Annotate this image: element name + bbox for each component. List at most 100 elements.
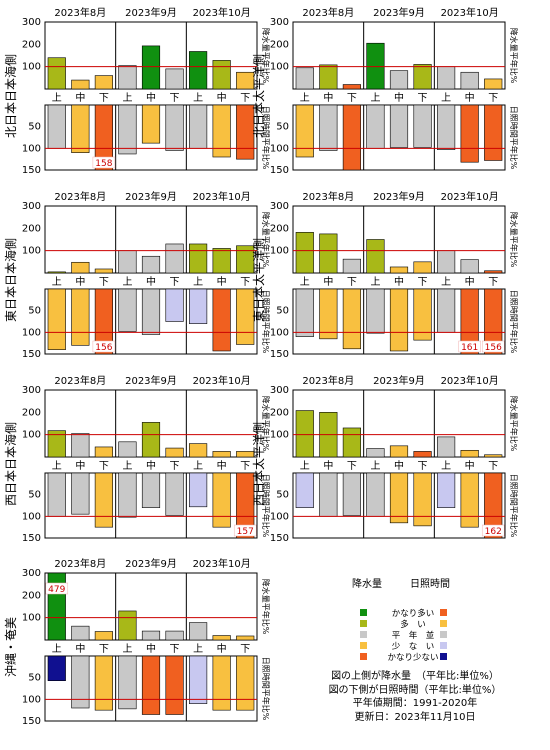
decade-label: 上 xyxy=(370,276,380,288)
month-label: 2023年10月 xyxy=(193,557,251,570)
precip-bar xyxy=(460,71,479,90)
decade-label: 上 xyxy=(52,460,62,472)
precip-bar xyxy=(189,622,208,641)
decade-label: 中 xyxy=(217,459,227,472)
decade-label: 中 xyxy=(75,91,85,104)
decade-label: 中 xyxy=(323,91,333,104)
precip-ratio-label: 降水量平年比% xyxy=(261,28,271,84)
decade-label: 上 xyxy=(370,92,380,104)
decade-label: 中 xyxy=(75,275,85,288)
y-tick-label: 50 xyxy=(276,306,289,317)
y-tick-label: 200 xyxy=(22,223,41,234)
sun-bar xyxy=(413,288,432,341)
y-tick-label: 200 xyxy=(22,590,41,601)
decade-label: 上 xyxy=(300,460,310,472)
precip-bar xyxy=(366,42,385,90)
precip-bar xyxy=(295,410,314,458)
decade-label: 下 xyxy=(170,93,180,104)
y-tick-label: 100 xyxy=(22,143,41,154)
y-tick-label: 200 xyxy=(22,39,41,50)
region-label: 北日本太平洋側 xyxy=(251,54,266,138)
precip-bar xyxy=(94,631,113,641)
decade-label: 中 xyxy=(394,91,404,104)
precip-bar xyxy=(212,451,231,458)
sun-bar xyxy=(94,655,113,711)
precip-bar xyxy=(484,270,503,274)
precip-bar xyxy=(236,71,255,90)
decade-label: 上 xyxy=(122,276,132,288)
y-tick-label: 150 xyxy=(22,349,41,360)
decade-label: 上 xyxy=(122,92,132,104)
decade-label: 下 xyxy=(170,277,180,288)
sun-bar xyxy=(366,472,385,517)
decade-label: 上 xyxy=(441,276,451,288)
precip-bar xyxy=(47,430,66,458)
decade-label: 上 xyxy=(122,643,132,655)
decade-label: 下 xyxy=(418,93,428,104)
sun-bar xyxy=(236,288,255,345)
sun-bar xyxy=(460,288,479,355)
precip-bar xyxy=(366,239,385,274)
precip-bar xyxy=(342,258,361,274)
y-tick-label: 200 xyxy=(22,407,41,418)
legend-label: 平 年 並 xyxy=(391,631,435,641)
decade-label: 上 xyxy=(300,92,310,104)
decade-label: 上 xyxy=(441,460,451,472)
sun-bar xyxy=(71,472,90,515)
sun-bar xyxy=(413,104,432,148)
region-label: 東日本太平洋側 xyxy=(251,238,266,322)
decade-label: 下 xyxy=(99,93,109,104)
precip-bar xyxy=(212,248,231,274)
precip-bar xyxy=(389,445,409,458)
sun-bar xyxy=(212,472,231,528)
sun-bar xyxy=(295,472,314,508)
sun-bar xyxy=(212,288,231,352)
sun-bar xyxy=(342,472,361,516)
decade-label: 中 xyxy=(323,459,333,472)
decade-label: 下 xyxy=(347,277,357,288)
sun-bar xyxy=(484,288,503,355)
sun-bar xyxy=(141,288,161,335)
precip-bar xyxy=(71,433,90,458)
y-tick-label: 100 xyxy=(270,511,289,522)
month-label: 2023年8月 xyxy=(302,6,354,19)
month-label: 2023年9月 xyxy=(373,374,425,387)
legend-precip-swatch xyxy=(360,620,367,627)
precip-bar xyxy=(236,245,255,274)
legend-sun-swatch xyxy=(440,609,447,616)
y-tick-label: 300 xyxy=(22,201,41,212)
sun-bar xyxy=(484,472,503,539)
decade-label: 下 xyxy=(488,93,498,104)
precip-bar xyxy=(413,64,432,90)
month-label: 2023年8月 xyxy=(302,190,354,203)
y-tick-label: 150 xyxy=(22,533,41,544)
legend-precip-swatch xyxy=(360,631,367,638)
decade-label: 下 xyxy=(418,461,428,472)
region-label: 西日本太平洋側 xyxy=(251,422,266,506)
decade-label: 下 xyxy=(418,277,428,288)
month-label: 2023年8月 xyxy=(54,374,106,387)
sun-bar xyxy=(118,655,137,710)
y-tick-label: 50 xyxy=(28,673,41,684)
decade-label: 下 xyxy=(347,461,357,472)
sun-bar xyxy=(189,655,208,704)
y-tick-label: 300 xyxy=(22,17,41,28)
month-label: 2023年10月 xyxy=(441,6,499,19)
month-label: 2023年10月 xyxy=(441,374,499,387)
decade-label: 上 xyxy=(193,276,203,288)
precip-bar xyxy=(212,635,231,641)
month-label: 2023年9月 xyxy=(125,557,177,570)
region-label: 北日本日本海側 xyxy=(3,54,18,138)
decade-label: 中 xyxy=(217,642,227,655)
precip-ratio-label: 降水量平年比% xyxy=(261,579,271,635)
decade-label: 中 xyxy=(394,275,404,288)
decade-label: 上 xyxy=(300,276,310,288)
y-tick-label: 300 xyxy=(270,201,289,212)
month-label: 2023年9月 xyxy=(125,6,177,19)
precip-bar xyxy=(141,45,161,90)
decade-label: 上 xyxy=(122,460,132,472)
decade-label: 中 xyxy=(465,459,475,472)
sun-bar xyxy=(165,472,184,516)
decade-label: 中 xyxy=(146,275,156,288)
